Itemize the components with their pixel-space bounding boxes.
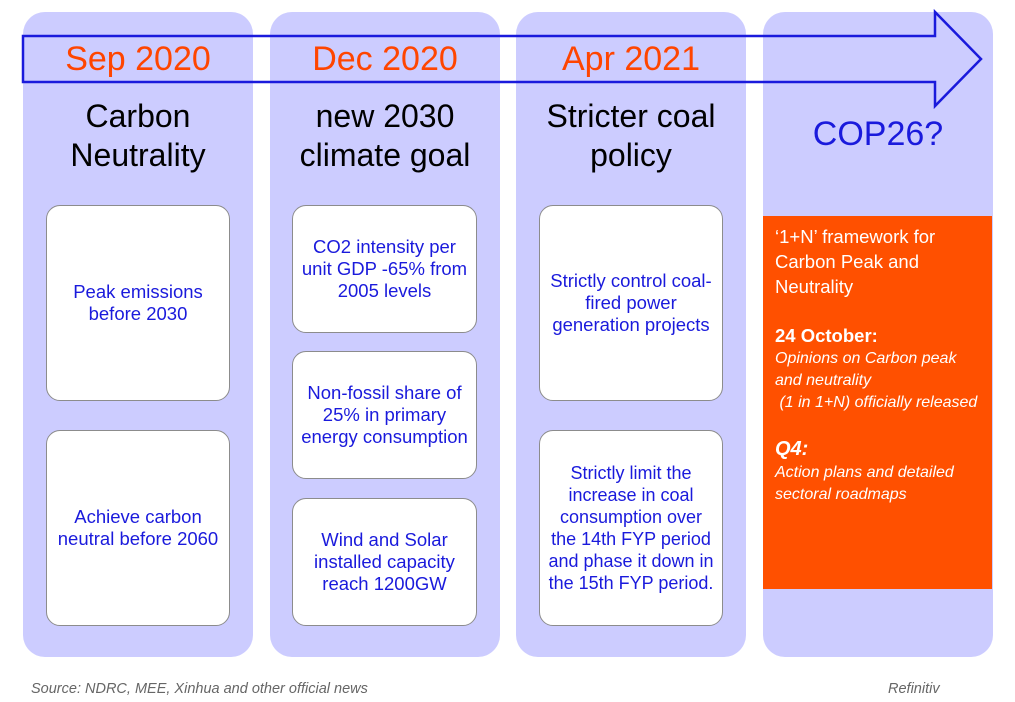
title-line: climate goal (299, 137, 471, 173)
date-label: Dec 2020 (312, 40, 458, 78)
october-text: Opinions on Carbon peak and neutrality (… (775, 350, 978, 411)
milestone-card: Peak emissions before 2030 (46, 205, 230, 401)
milestone-card: Wind and Solar installed capacity reach … (292, 498, 477, 626)
title-line: policy (590, 137, 672, 173)
title-line: Neutrality (70, 137, 206, 173)
milestone-card: Strictly limit the increase in coal cons… (539, 430, 723, 626)
q4-text: Action plans and detailed sectoral roadm… (775, 464, 959, 503)
q4-heading: Q4: (775, 438, 809, 460)
october-heading: 24 October: (775, 325, 878, 346)
date-label: Apr 2021 (562, 40, 700, 78)
title-line: Stricter coal (546, 98, 716, 134)
column-title: Carbon Neutrality (23, 97, 253, 175)
framework-box: ‘1+N’ framework for Carbon Peak and Neut… (763, 216, 992, 589)
column-title: new 2030 climate goal (270, 97, 500, 175)
date-label: Sep 2020 (65, 40, 211, 78)
source-note: Source: NDRC, MEE, Xinhua and other offi… (31, 681, 368, 697)
brand-label: Refinitiv (888, 681, 940, 697)
milestone-card: Strictly control coal-fired power genera… (539, 205, 723, 401)
framework-text: ‘1+N’ framework for Carbon Peak and Neut… (775, 226, 936, 297)
title-line: new 2030 (315, 98, 455, 134)
milestone-card: CO2 intensity per unit GDP -65% from 200… (292, 205, 477, 333)
milestone-card: Non-fossil share of 25% in primary energ… (292, 351, 477, 479)
timeline-arrow (21, 8, 983, 110)
title-line: Carbon (85, 98, 191, 134)
cop26-title: COP26? (812, 115, 944, 153)
milestone-card: Achieve carbon neutral before 2060 (46, 430, 230, 626)
column-title: Stricter coal policy (516, 97, 746, 175)
